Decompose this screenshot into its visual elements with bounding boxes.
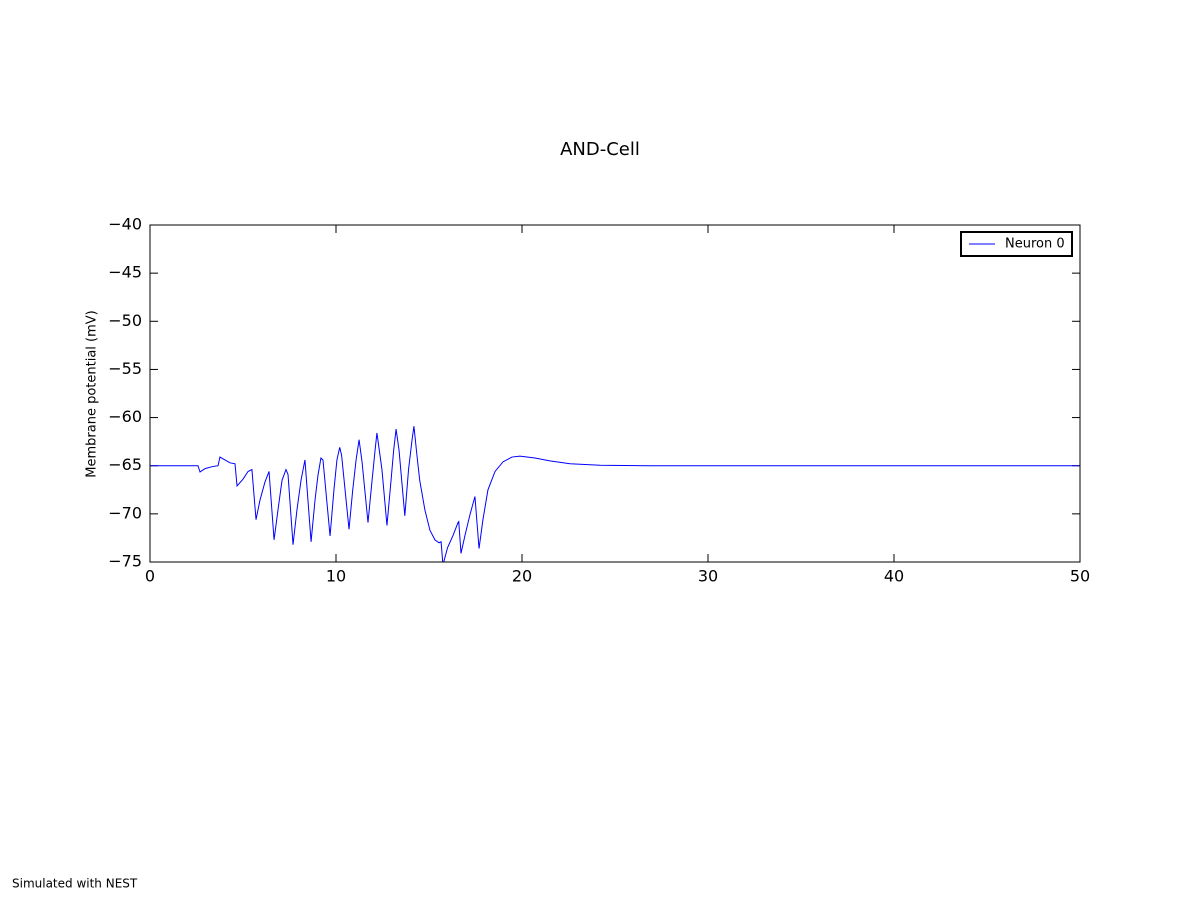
y-tick-label: −55 — [108, 359, 142, 378]
y-tick-label: −45 — [108, 263, 142, 282]
y-tick-label: −75 — [108, 552, 142, 571]
plot-area — [150, 426, 1080, 562]
y-tick-label: −50 — [108, 311, 142, 330]
x-tick-label: 40 — [884, 567, 904, 586]
footer-note: Simulated with NEST — [12, 877, 138, 891]
data-line — [150, 426, 1080, 562]
plot-frame — [149, 224, 1081, 563]
y-axis-label: Membrane potential (mV) — [85, 310, 100, 477]
x-tick-label: 0 — [145, 567, 155, 586]
x-tick-label: 20 — [512, 567, 532, 586]
chart-title: AND-Cell — [560, 139, 640, 160]
y-tick-label: −70 — [108, 503, 142, 522]
x-tick-label: 50 — [1070, 567, 1090, 586]
y-tick-label: −65 — [108, 455, 142, 474]
legend-label: Neuron 0 — [1005, 237, 1065, 252]
x-tick-label: 10 — [326, 567, 346, 586]
y-tick-label: −60 — [108, 407, 142, 426]
y-tick-label: −40 — [108, 215, 142, 234]
x-tick-label: 30 — [698, 567, 718, 586]
